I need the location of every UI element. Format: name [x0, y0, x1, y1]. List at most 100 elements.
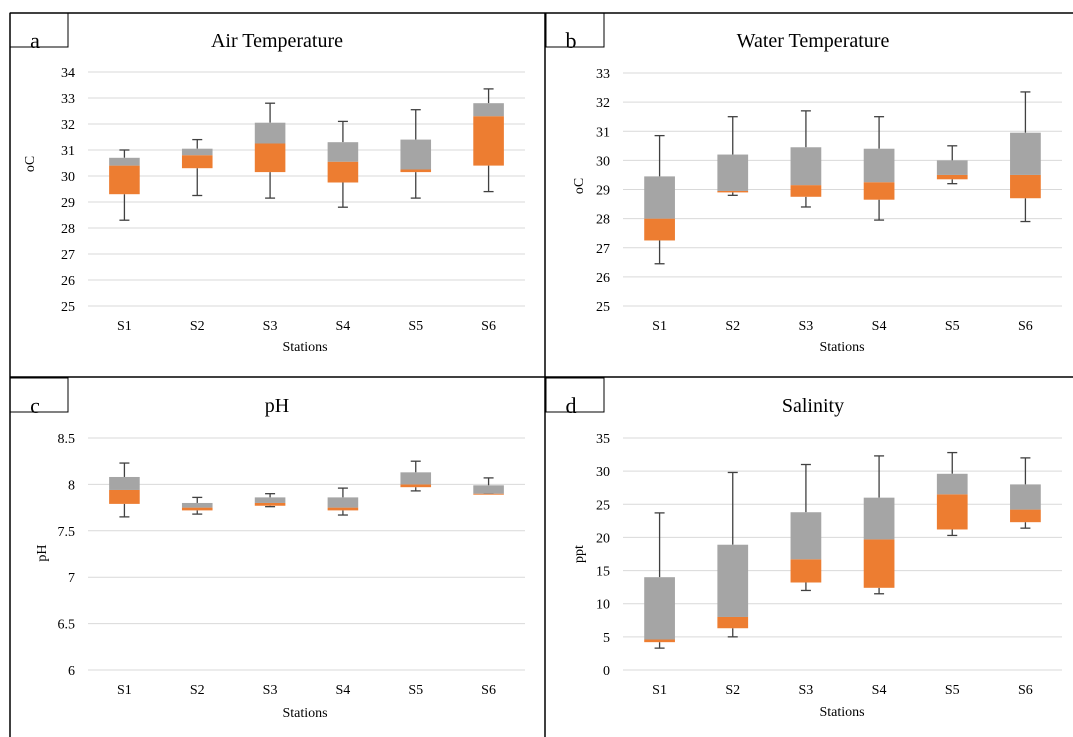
- box-lower-quartile: [936, 174, 968, 180]
- box-s5: [400, 460, 432, 492]
- y-tick-label: 35: [596, 432, 610, 447]
- panel-a-boxes: [109, 88, 504, 221]
- y-tick-label: 28: [61, 222, 75, 237]
- box-s5: [400, 109, 432, 199]
- x-tick-label: S6: [481, 319, 496, 334]
- y-tick-label: 31: [596, 125, 610, 140]
- box-s4: [863, 455, 895, 595]
- box-lower-quartile: [790, 559, 822, 583]
- panel-a-yticks: 25 26 27 28 29 30 31 32 33 34: [61, 66, 75, 315]
- box-upper-quartile: [790, 512, 822, 560]
- x-tick-label: S2: [725, 319, 740, 334]
- y-tick-label: 7: [68, 571, 75, 586]
- box-lower-quartile: [644, 639, 675, 643]
- x-tick-label: S3: [263, 683, 278, 698]
- box-lower-quartile: [400, 484, 432, 488]
- y-tick-label: 6: [68, 664, 75, 679]
- x-tick-label: S1: [652, 319, 667, 334]
- box-upper-quartile: [254, 122, 286, 144]
- box-s1: [109, 462, 140, 518]
- box-upper-quartile: [473, 485, 504, 494]
- panel-c-title: pH: [265, 395, 289, 417]
- panel-a-gridlines: [88, 71, 525, 307]
- y-tick-label: 30: [596, 465, 610, 480]
- box-s2: [181, 138, 213, 197]
- y-tick-label: 34: [61, 66, 75, 81]
- box-s6: [1010, 91, 1041, 223]
- panel-a-xticks: S1 S2 S3 S4 S5 S6: [117, 319, 496, 334]
- panel-a-title: Air Temperature: [211, 30, 343, 52]
- box-upper-quartile: [863, 148, 895, 183]
- box-s2: [717, 116, 749, 196]
- panel-d-label: d: [566, 393, 577, 418]
- box-upper-quartile: [473, 103, 504, 117]
- box-s4: [327, 487, 359, 516]
- box-lower-quartile: [717, 616, 749, 629]
- y-tick-label: 26: [596, 271, 610, 286]
- x-tick-label: S5: [945, 683, 960, 698]
- y-tick-label: 8: [68, 478, 75, 493]
- panel-d-gridlines: [623, 437, 1062, 671]
- y-tick-label: 25: [596, 498, 610, 513]
- box-upper-quartile: [863, 497, 895, 540]
- panel-c-label-box: [9, 377, 69, 413]
- box-upper-quartile: [644, 176, 675, 219]
- x-tick-label: S5: [408, 683, 423, 698]
- box-s1: [644, 512, 675, 649]
- box-s3: [254, 493, 286, 508]
- panel-d-yticks: 0 5 10 15 20 25 30 35: [596, 432, 610, 679]
- x-tick-label: S3: [263, 319, 278, 334]
- box-s3: [790, 110, 822, 208]
- x-tick-label: S2: [190, 683, 205, 698]
- box-s2: [181, 496, 213, 515]
- panel-b: 25 26 27 28 29 30 31 32 33 S1 S2 S3 S4 S5 S6 Water Te…: [545, 12, 1062, 355]
- box-lower-quartile: [400, 169, 432, 173]
- y-tick-label: 7.5: [58, 525, 76, 540]
- box-s3: [790, 463, 822, 592]
- y-tick-label: 8.5: [58, 432, 76, 447]
- y-tick-label: 31: [61, 144, 75, 159]
- y-tick-label: 10: [596, 598, 610, 613]
- box-lower-quartile: [1010, 509, 1041, 523]
- box-s6: [473, 477, 504, 495]
- y-tick-label: 32: [596, 96, 610, 111]
- box-lower-quartile: [254, 143, 286, 173]
- y-tick-label: 5: [603, 631, 610, 646]
- panel-b-label: b: [566, 28, 577, 53]
- y-tick-label: 26: [61, 274, 75, 289]
- panel-borders: [9, 12, 1073, 737]
- panel-b-label-box: [545, 12, 605, 48]
- box-lower-quartile: [936, 494, 968, 530]
- y-tick-label: 29: [61, 196, 75, 211]
- y-tick-label: 30: [61, 170, 75, 185]
- y-tick-label: 33: [596, 67, 610, 82]
- panel-c-xticks: S1 S2 S3 S4 S5 S6: [117, 683, 496, 698]
- box-s5: [936, 451, 968, 537]
- panel-b-boxes: [644, 91, 1041, 265]
- y-tick-label: 25: [61, 300, 75, 315]
- x-tick-label: S4: [872, 683, 887, 698]
- box-lower-quartile: [790, 185, 822, 197]
- box-upper-quartile: [936, 473, 968, 495]
- box-lower-quartile: [863, 539, 895, 588]
- box-s5: [936, 145, 968, 185]
- y-tick-label: 29: [596, 184, 610, 199]
- box-lower-quartile: [327, 507, 359, 511]
- box-upper-quartile: [109, 476, 140, 490]
- box-upper-quartile: [254, 497, 286, 503]
- box-upper-quartile: [717, 544, 749, 617]
- box-lower-quartile: [1010, 174, 1041, 199]
- panel-b-gridlines: [623, 72, 1062, 307]
- box-lower-quartile: [109, 165, 140, 195]
- y-tick-label: 32: [61, 118, 75, 133]
- y-tick-label: 0: [603, 664, 610, 679]
- box-upper-quartile: [181, 148, 213, 156]
- box-lower-quartile: [473, 116, 504, 166]
- box-lower-quartile: [109, 489, 140, 504]
- box-s3: [254, 102, 286, 199]
- y-tick-label: 30: [596, 154, 610, 169]
- panel-d-label-box: [545, 377, 605, 413]
- panel-b-xticks: S1 S2 S3 S4 S5 S6: [652, 319, 1033, 334]
- box-upper-quartile: [717, 154, 749, 191]
- box-s4: [327, 120, 359, 208]
